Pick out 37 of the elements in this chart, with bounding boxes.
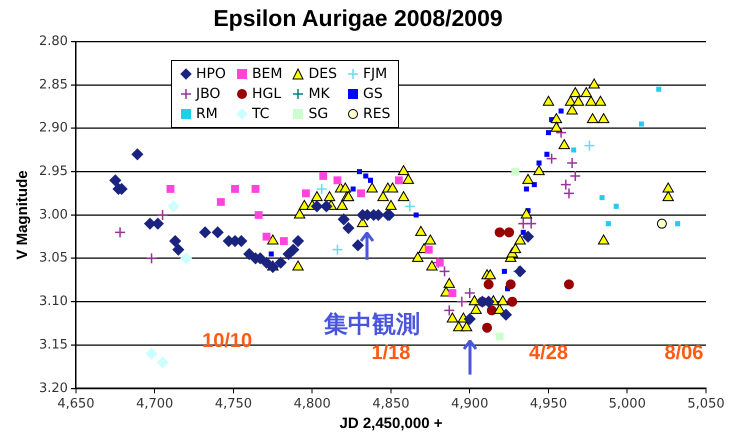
annotation: 4/28 bbox=[529, 342, 568, 364]
annotation: 8/06 bbox=[664, 342, 704, 364]
x-tick-label: 4,700 bbox=[136, 396, 174, 412]
y-tick-label: 2.90 bbox=[38, 120, 68, 136]
x-tick-label: 4,900 bbox=[451, 396, 488, 412]
legend-label: TC bbox=[252, 106, 270, 122]
annotation: 1/18 bbox=[372, 342, 410, 364]
legend-label: RM bbox=[196, 106, 218, 122]
legend-label: HGL bbox=[252, 86, 282, 102]
x-axis-title: JD 2,450,000 + bbox=[339, 415, 443, 432]
y-tick-label: 2.85 bbox=[38, 77, 68, 92]
y-tick-label: 3.00 bbox=[38, 207, 68, 222]
y-tick-label: 2.95 bbox=[38, 164, 68, 180]
x-tick-label: 5,000 bbox=[608, 396, 646, 412]
legend-label: JBO bbox=[196, 86, 220, 102]
legend-label: FJM bbox=[362, 66, 388, 82]
legend-label: HPO bbox=[196, 66, 226, 82]
y-tick-label: 3.10 bbox=[38, 294, 68, 310]
y-tick-label: 2.80 bbox=[38, 34, 68, 49]
legend-label: DES bbox=[308, 66, 337, 82]
legend-label: GS bbox=[362, 86, 383, 102]
x-tick-label: 4,950 bbox=[530, 396, 568, 412]
x-tick-label: 4,650 bbox=[57, 396, 95, 412]
legend-label: RES bbox=[362, 106, 390, 122]
y-tick-label: 3.15 bbox=[38, 337, 68, 352]
legend-label: SG bbox=[308, 106, 328, 122]
x-tick-label: 4,850 bbox=[372, 396, 410, 412]
y-tick-label: 3.20 bbox=[38, 380, 68, 396]
y-tick-label: 3.05 bbox=[38, 250, 68, 266]
x-tick-label: 5,050 bbox=[687, 396, 725, 412]
x-tick-label: 4,750 bbox=[214, 396, 252, 412]
chart-title: Epsilon Aurigae 2008/2009 bbox=[213, 5, 503, 32]
annotation: 集中観測 bbox=[323, 310, 420, 338]
legend-label: BEM bbox=[252, 66, 282, 82]
y-axis-title: V Magnitude bbox=[14, 170, 32, 260]
legend-label: MK bbox=[308, 86, 330, 102]
x-tick-label: 4,800 bbox=[294, 396, 331, 412]
